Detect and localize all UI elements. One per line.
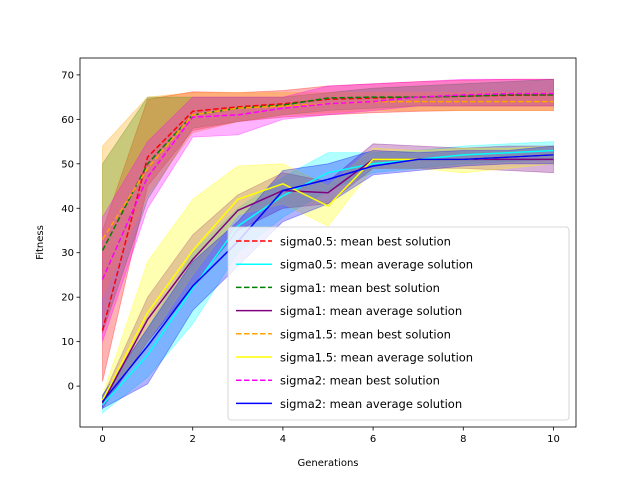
legend-label-0: sigma0.5: mean best solution [280,235,451,249]
legend-label-7: sigma2: mean average solution [280,397,462,411]
legend-label-2: sigma1: mean best solution [280,281,440,295]
series-line-7 [101,154,554,403]
y-tick-label: 60 [61,115,74,126]
series-line-6 [101,92,554,280]
y-tick-label: 40 [61,204,74,215]
series-band-3 [102,143,554,410]
x-tick-label: 6 [370,434,376,445]
y-tick-label: 10 [61,337,74,348]
legend-box [227,226,570,421]
legend-label-5: sigma1.5: mean average solution [280,351,473,365]
series-band-6 [102,78,554,342]
y-tick-label: 0 [68,382,74,393]
x-tick-label: 0 [99,434,105,445]
series-band-2 [102,78,554,333]
series-band-7 [102,145,554,409]
x-tick-label: 4 [280,434,286,445]
y-tick-label: 30 [61,248,74,259]
axes-frame [79,57,577,428]
legend-label-4: sigma1.5: mean best solution [280,327,451,341]
series-band-4 [102,92,554,298]
x-tick-label: 8 [460,434,466,445]
y-tick-label: 70 [61,70,74,81]
series-band-5 [102,145,554,406]
legend-label-6: sigma2: mean best solution [280,374,440,388]
legend: sigma0.5: mean best solution sigma0.5: me… [227,226,570,421]
y-axis-label: Fitness [35,225,46,260]
y-tick-label: 20 [61,293,74,304]
confidence-bands [102,78,554,414]
y-axis-ticks: 0 10 20 30 40 50 60 70 [61,70,80,393]
legend-label-3: sigma1: mean average solution [280,304,462,318]
x-axis-ticks: 0 2 4 6 8 10 [99,427,560,445]
series-band-0 [102,78,554,382]
legend-label-1: sigma0.5: mean average solution [280,258,473,272]
x-axis-label: Generations [298,458,359,469]
x-tick-label: 2 [190,434,196,445]
y-tick-label: 50 [61,159,74,170]
series-line-3 [101,158,554,404]
series-lines [101,92,554,406]
series-line-1 [101,149,554,406]
x-tick-label: 10 [547,434,560,445]
series-line-2 [101,94,554,251]
